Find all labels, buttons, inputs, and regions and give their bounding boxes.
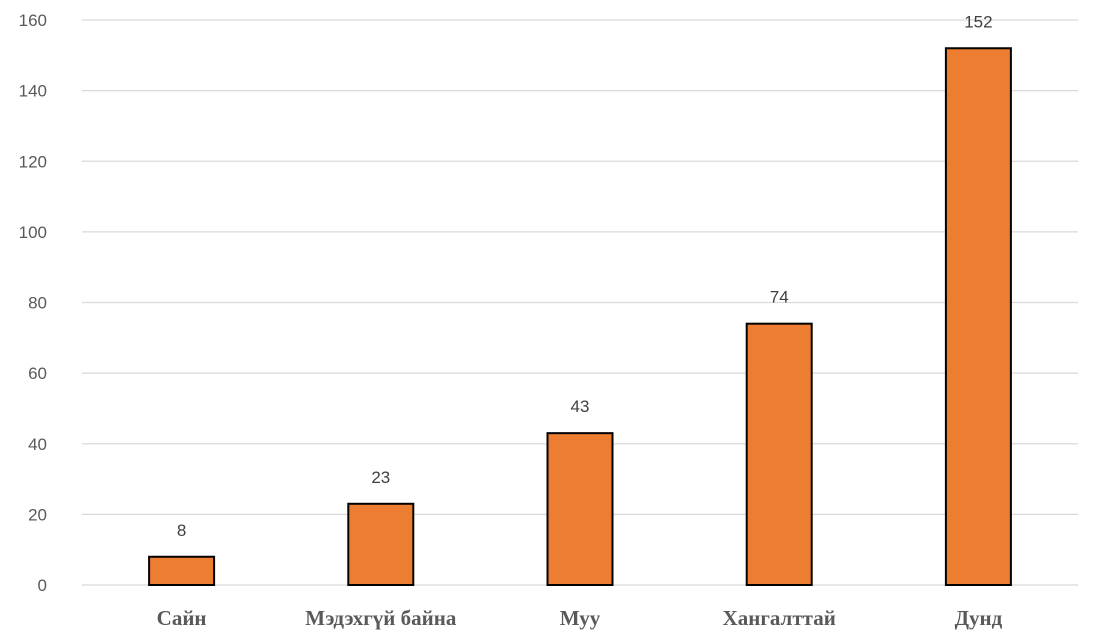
- bar: [745, 322, 813, 586]
- data-label: 23: [371, 468, 390, 487]
- y-tick-label: 20: [28, 505, 47, 524]
- y-tick-label: 120: [19, 152, 47, 171]
- data-label: 8: [177, 521, 186, 540]
- bar: [546, 432, 614, 586]
- data-labels: 8 23 43 74 152: [177, 12, 993, 540]
- data-label: 74: [770, 288, 789, 307]
- x-tick-label: Сайн: [157, 606, 207, 630]
- data-label: 152: [964, 12, 992, 31]
- x-tick-label: Дунд: [955, 606, 1003, 630]
- bar: [148, 555, 216, 586]
- y-tick-label: 60: [28, 364, 47, 383]
- bar: [944, 47, 1012, 586]
- y-axis-ticks: 0 20 40 60 80 100 120 140 160: [19, 11, 47, 595]
- gridlines: [82, 19, 1078, 586]
- y-tick-label: 40: [28, 435, 47, 454]
- data-label: 43: [571, 397, 590, 416]
- y-tick-label: 80: [28, 294, 47, 313]
- x-tick-label: Мэдэхгүй байна: [305, 606, 457, 630]
- bar: [347, 502, 415, 586]
- x-tick-label: Муу: [560, 606, 601, 630]
- y-tick-label: 100: [19, 223, 47, 242]
- y-tick-label: 0: [38, 576, 47, 595]
- y-tick-label: 160: [19, 11, 47, 30]
- bars: [148, 47, 1012, 586]
- x-tick-label: Хангалттай: [723, 606, 836, 630]
- y-tick-label: 140: [19, 82, 47, 101]
- x-axis-ticks: Сайн Мэдэхгүй байна Муу Хангалттай Дунд: [157, 606, 1003, 630]
